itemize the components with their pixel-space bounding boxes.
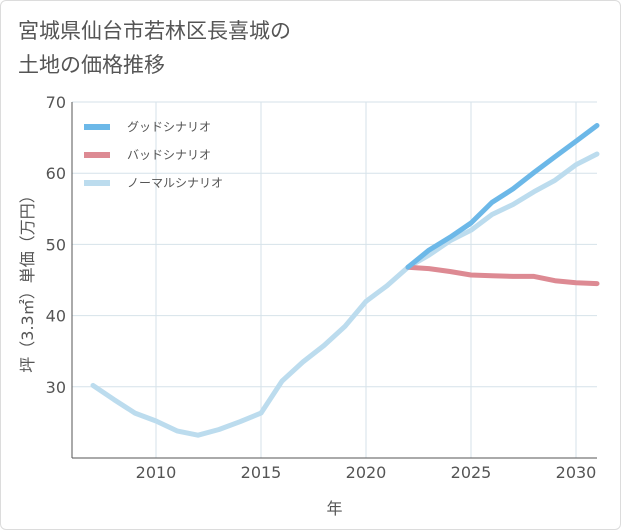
y-axis-title: 坪（3.3㎡）単価（万円） bbox=[18, 187, 37, 372]
series-line-2 bbox=[90, 151, 600, 438]
plot-area bbox=[71, 102, 597, 459]
chart-title: 宮城県仙台市若林区長喜城の 土地の価格推移 bbox=[18, 14, 291, 82]
legend-label-1: バッドシナリオ bbox=[127, 148, 211, 162]
x-axis-ticks: 2010 2015 2020 2025 2030 bbox=[136, 463, 597, 482]
y-tick-label: 40 bbox=[46, 307, 66, 326]
grid bbox=[72, 101, 597, 458]
y-tick-label: 70 bbox=[46, 93, 66, 112]
x-tick-label: 2030 bbox=[556, 463, 597, 482]
x-tick-label: 2010 bbox=[136, 463, 177, 482]
x-tick-label: 2015 bbox=[241, 463, 282, 482]
series-line-1 bbox=[405, 264, 600, 287]
chart-title-line-1: 宮城県仙台市若林区長喜城の bbox=[18, 19, 291, 43]
chart-title-line-2: 土地の価格推移 bbox=[18, 53, 165, 77]
series-layer bbox=[90, 123, 600, 438]
legend-label-2: ノーマルシナリオ bbox=[127, 176, 223, 190]
x-axis-title: 年 bbox=[326, 499, 342, 518]
y-tick-label: 60 bbox=[46, 164, 66, 183]
series-line-0 bbox=[405, 123, 600, 270]
legend-label-0: グッドシナリオ bbox=[127, 120, 211, 134]
y-axis-ticks: 30 40 50 60 70 bbox=[46, 93, 66, 397]
y-tick-label: 50 bbox=[46, 235, 66, 254]
x-tick-label: 2025 bbox=[451, 463, 492, 482]
x-tick-label: 2020 bbox=[346, 463, 387, 482]
y-tick-label: 30 bbox=[46, 378, 66, 397]
